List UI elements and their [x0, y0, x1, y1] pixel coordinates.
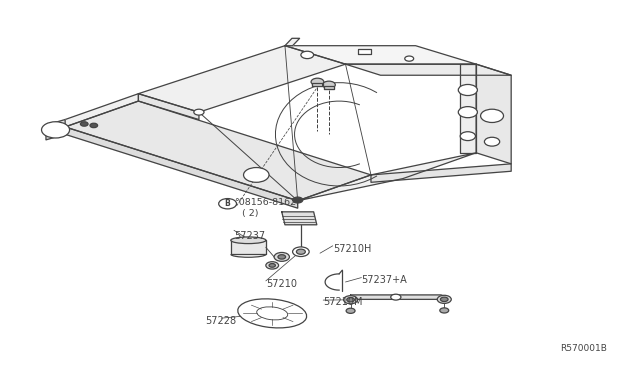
Circle shape [440, 308, 449, 313]
Polygon shape [476, 64, 511, 164]
Circle shape [323, 81, 335, 89]
Circle shape [81, 122, 88, 126]
Circle shape [391, 294, 401, 300]
Circle shape [481, 109, 504, 122]
Text: ( 2): ( 2) [243, 209, 259, 218]
Polygon shape [460, 64, 476, 153]
Polygon shape [46, 119, 65, 140]
Circle shape [194, 109, 204, 115]
Polygon shape [285, 38, 300, 46]
Polygon shape [358, 49, 371, 54]
Circle shape [219, 199, 237, 209]
Polygon shape [285, 46, 476, 64]
Text: 57237+A: 57237+A [362, 275, 407, 285]
Circle shape [440, 297, 448, 302]
Text: 57210M: 57210M [323, 297, 363, 307]
Text: 57228: 57228 [205, 316, 237, 326]
Text: °08156-8162F: °08156-8162F [234, 198, 301, 207]
Polygon shape [65, 101, 371, 201]
Polygon shape [371, 164, 511, 182]
Circle shape [301, 51, 314, 59]
Polygon shape [351, 295, 451, 299]
Text: 57210H: 57210H [333, 244, 371, 254]
Text: R570001B: R570001B [560, 344, 607, 353]
Circle shape [278, 255, 285, 259]
Circle shape [90, 123, 98, 128]
Circle shape [292, 197, 303, 203]
Ellipse shape [257, 307, 288, 320]
Polygon shape [231, 240, 266, 254]
Circle shape [460, 132, 476, 141]
Text: 57237: 57237 [234, 231, 265, 241]
Polygon shape [346, 64, 511, 75]
Ellipse shape [238, 299, 307, 328]
Circle shape [244, 167, 269, 182]
Circle shape [296, 249, 305, 254]
Polygon shape [138, 46, 346, 112]
Polygon shape [138, 94, 199, 119]
Text: B: B [225, 199, 230, 208]
Circle shape [274, 253, 289, 261]
Circle shape [458, 84, 477, 96]
Circle shape [347, 298, 355, 302]
Circle shape [311, 78, 324, 86]
Circle shape [484, 137, 500, 146]
Polygon shape [324, 86, 334, 89]
Text: 57210: 57210 [266, 279, 297, 289]
Circle shape [346, 308, 355, 313]
Circle shape [404, 56, 413, 61]
Circle shape [458, 107, 477, 118]
Circle shape [344, 296, 358, 304]
Ellipse shape [231, 237, 266, 244]
Polygon shape [298, 153, 476, 201]
Polygon shape [282, 212, 317, 225]
Circle shape [42, 122, 70, 138]
Circle shape [437, 295, 451, 304]
Polygon shape [312, 83, 323, 86]
Circle shape [292, 247, 309, 257]
Circle shape [269, 263, 275, 267]
Polygon shape [65, 94, 138, 127]
Polygon shape [65, 127, 298, 208]
Circle shape [266, 262, 278, 269]
